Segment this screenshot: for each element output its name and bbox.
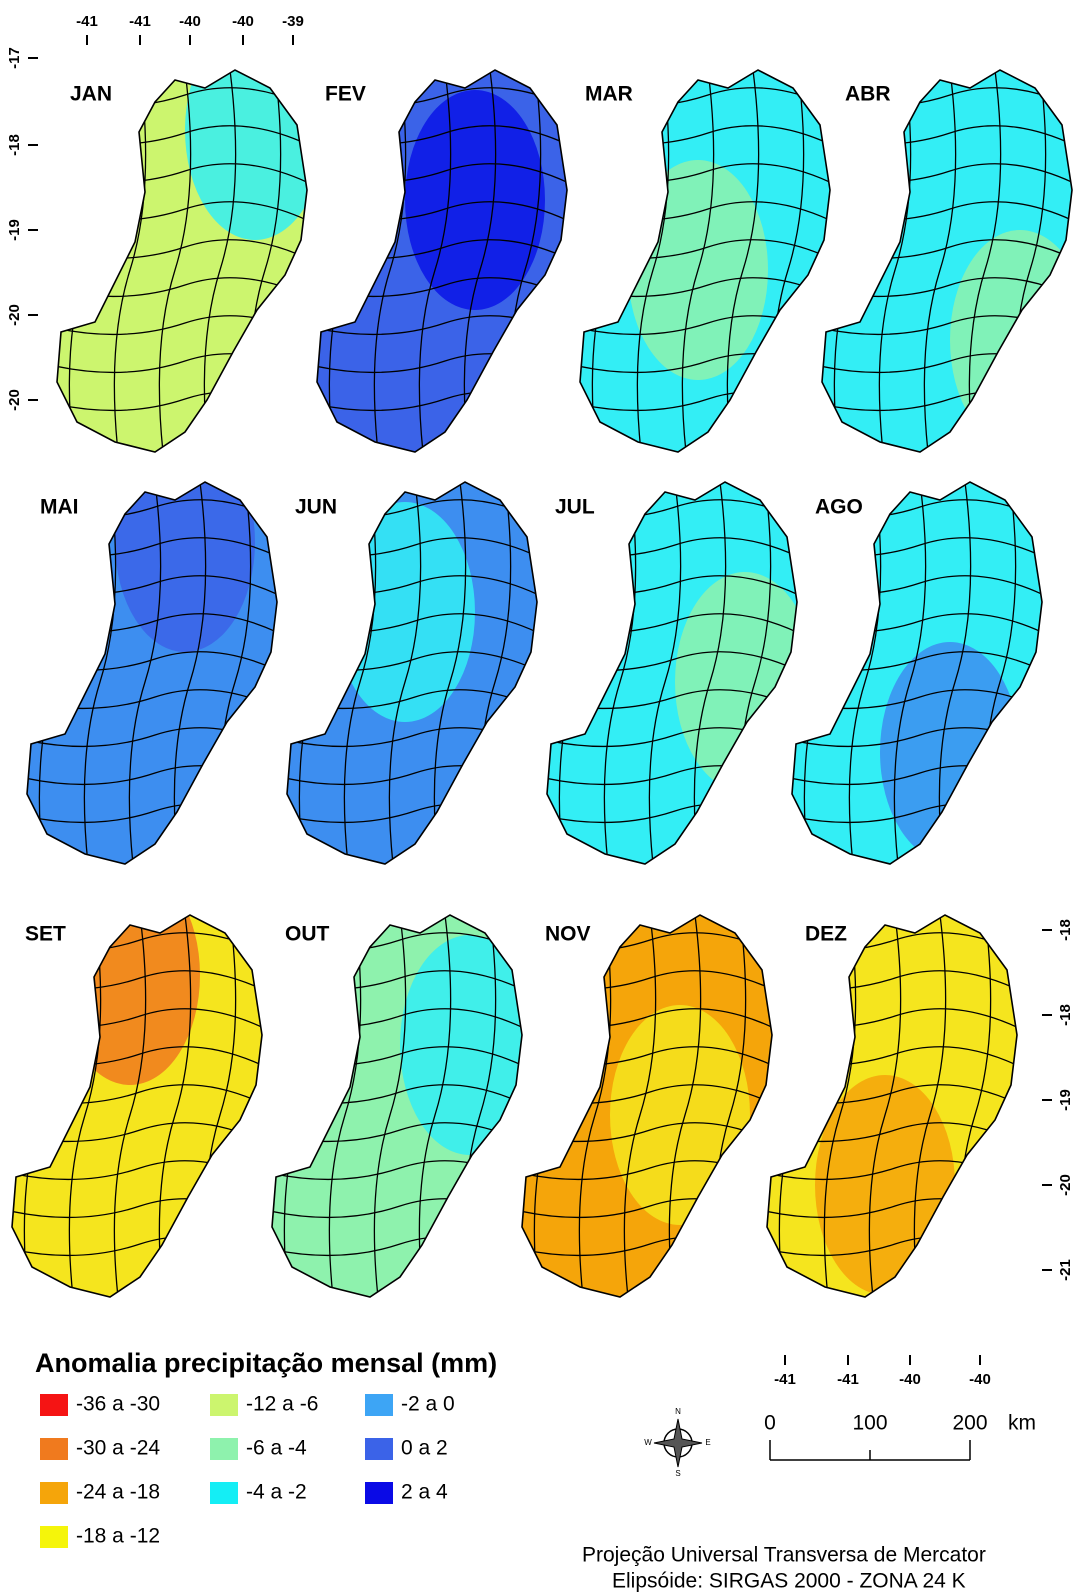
left-tick-label: -19 xyxy=(6,219,23,241)
right-tick-label: -20 xyxy=(1057,1174,1074,1196)
legend-swatch xyxy=(40,1526,68,1548)
top-tick-label: -41 xyxy=(129,13,151,30)
legend-swatch xyxy=(40,1394,68,1416)
scale-label: 100 xyxy=(852,1412,887,1435)
legend-title: Anomalia precipitação mensal (mm) xyxy=(35,1348,497,1378)
compass-star xyxy=(654,1419,702,1467)
month-map xyxy=(790,482,1050,882)
legend-label: -12 a -6 xyxy=(246,1393,318,1416)
legend-label: -30 a -24 xyxy=(76,1437,160,1460)
panel-label: MAR xyxy=(585,83,633,106)
right-tick-label: -19 xyxy=(1057,1089,1074,1111)
legend-swatch xyxy=(365,1438,393,1460)
anomaly-zone xyxy=(880,642,1020,862)
top-tick-label: -40 xyxy=(232,13,254,30)
bottom-tick-label: -40 xyxy=(899,1371,921,1388)
bottom-tick-label: -41 xyxy=(837,1371,859,1388)
anomaly-blob xyxy=(400,935,540,1155)
anomaly-zone xyxy=(815,1075,955,1295)
legend-swatch xyxy=(210,1438,238,1460)
panel-label: DEZ xyxy=(805,923,847,946)
left-tick-label: -20 xyxy=(6,304,23,326)
page: {"panels": [ {"label": "JAN", "colors": … xyxy=(0,0,1081,1593)
right-tick-label: -18 xyxy=(1057,1004,1074,1026)
anomaly-blob xyxy=(815,1075,955,1295)
legend-swatch xyxy=(40,1482,68,1504)
legend-label: -36 a -30 xyxy=(76,1393,160,1416)
panel-label: ABR xyxy=(845,83,891,106)
scale-unit: km xyxy=(1008,1412,1036,1435)
figure: JAN FEV MAR ABR MAI JUN JUL AGO SET OUT NOV DEZ -41 -… xyxy=(0,0,1081,1593)
top-tick-label: -41 xyxy=(76,13,98,30)
panel-label: JAN xyxy=(70,83,112,106)
top-tick-label: -39 xyxy=(282,13,304,30)
anomaly-blob xyxy=(60,865,200,1085)
panel-label: JUN xyxy=(295,496,337,519)
compass-n: N xyxy=(675,1407,681,1416)
legend-label: -18 a -12 xyxy=(76,1525,160,1548)
right-tick-label: -21 xyxy=(1057,1259,1074,1281)
panel-label: NOV xyxy=(545,923,591,946)
month-map xyxy=(270,915,540,1315)
panel-label: OUT xyxy=(285,923,330,946)
anomaly-blob xyxy=(610,1005,750,1225)
legend-label: 0 a 2 xyxy=(401,1437,448,1460)
month-map xyxy=(545,482,815,882)
right-tick-label: -18 xyxy=(1057,919,1074,941)
legend-label: -4 a -2 xyxy=(246,1481,307,1504)
anomaly-zone xyxy=(185,20,325,240)
left-tick-label: -18 xyxy=(6,134,23,156)
bottom-tick-label: -40 xyxy=(969,1371,991,1388)
legend-swatch xyxy=(40,1438,68,1460)
panel-label: AGO xyxy=(815,496,863,519)
projection-line: Projeção Universal Transversa de Mercato… xyxy=(582,1544,986,1567)
anomaly-blob xyxy=(185,20,325,240)
anomaly-zone xyxy=(400,935,540,1155)
anomaly-zone xyxy=(60,865,200,1085)
month-map xyxy=(578,70,838,470)
anomaly-zone xyxy=(335,502,475,722)
scale-label: 200 xyxy=(952,1412,987,1435)
anomaly-blob xyxy=(880,642,1020,862)
legend-swatch xyxy=(365,1394,393,1416)
compass: N S E W xyxy=(644,1407,710,1478)
compass-w: W xyxy=(644,1438,652,1447)
left-tick-label: -17 xyxy=(6,47,23,69)
anomaly-zone xyxy=(405,90,545,310)
compass-s: S xyxy=(675,1469,680,1478)
legend-swatch xyxy=(210,1394,238,1416)
legend-label: -6 a -4 xyxy=(246,1437,307,1460)
panel-label: MAI xyxy=(40,496,79,519)
month-map xyxy=(765,915,1025,1315)
compass-e: E xyxy=(705,1438,710,1447)
legend-label: -2 a 0 xyxy=(401,1393,455,1416)
month-map xyxy=(520,915,780,1315)
legend-swatch xyxy=(210,1482,238,1504)
anomaly-zone xyxy=(610,1005,750,1225)
projection-line: Elipsóide: SIRGAS 2000 - ZONA 24 K xyxy=(612,1570,966,1593)
scale-label: 0 xyxy=(764,1412,776,1435)
bottom-tick-label: -41 xyxy=(774,1371,796,1388)
legend-swatch xyxy=(365,1482,393,1504)
panel-label: JUL xyxy=(555,496,595,519)
anomaly-blob xyxy=(405,90,545,310)
panel-label: FEV xyxy=(325,83,366,106)
month-map xyxy=(285,482,545,882)
month-map xyxy=(820,70,1081,470)
top-tick-label: -40 xyxy=(179,13,201,30)
legend-label: 2 a 4 xyxy=(401,1481,448,1504)
panel-label: SET xyxy=(25,923,66,946)
legend-label: -24 a -18 xyxy=(76,1481,160,1504)
month-map xyxy=(315,70,575,470)
left-tick-label: -20 xyxy=(6,389,23,411)
anomaly-blob xyxy=(335,502,475,722)
